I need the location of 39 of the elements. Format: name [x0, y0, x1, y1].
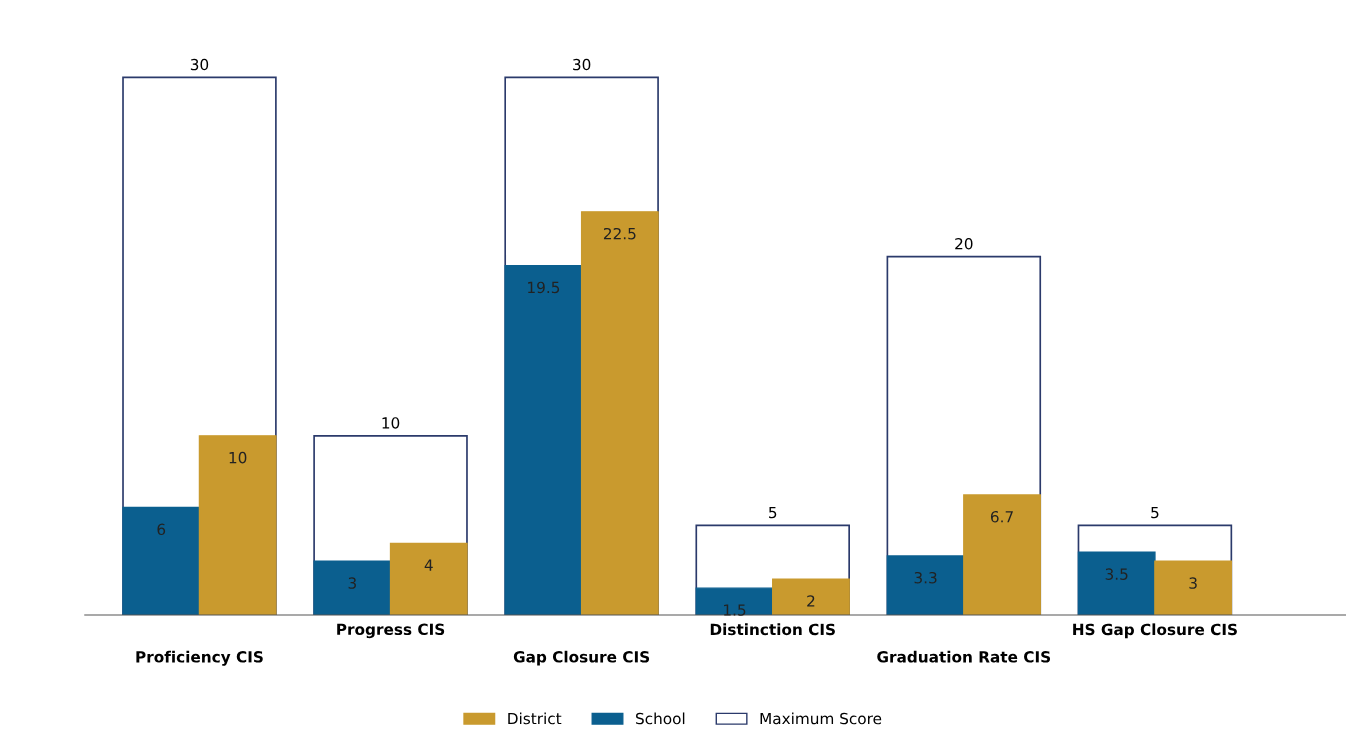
- data-label: 19.5: [528, 281, 560, 294]
- data-label: 3: [348, 577, 356, 589]
- data-label: 10: [229, 451, 247, 464]
- bar: [198, 435, 277, 616]
- x-tick-label: Gap Closure CIS: [513, 650, 650, 666]
- x-tick-label: Distinction CIS: [710, 623, 835, 636]
- data-label: 4: [424, 559, 433, 571]
- data-label: 20: [955, 237, 973, 250]
- data-label: 10: [382, 417, 400, 429]
- bar: [886, 555, 965, 616]
- data-label: 22.5: [603, 227, 636, 240]
- bar: [772, 578, 850, 616]
- bar: [695, 587, 774, 616]
- data-label: 6.7: [990, 511, 1013, 523]
- bar: [1077, 551, 1156, 616]
- bar: [1154, 560, 1233, 616]
- data-label: 5: [1151, 506, 1159, 519]
- bar: [389, 542, 468, 616]
- legend-label: Maximum Score: [760, 712, 882, 725]
- data-label: 2: [807, 595, 815, 607]
- data-label: 1.5: [724, 604, 746, 616]
- data-label: 30: [190, 58, 209, 71]
- data-label: 3.3: [914, 571, 937, 584]
- bar: [122, 506, 201, 616]
- data-label: 5: [769, 506, 777, 519]
- bar: [963, 494, 1041, 616]
- x-tick-label: HS Gap Closure CIS: [1073, 623, 1237, 639]
- data-label: 6: [157, 523, 166, 536]
- x-tick-label: Progress CIS: [337, 623, 445, 639]
- bar: [504, 264, 583, 616]
- legend-label: School: [636, 712, 685, 725]
- x-tick-label: Proficiency CIS: [136, 650, 263, 666]
- data-label: 3: [1189, 577, 1197, 589]
- bar: [313, 560, 392, 616]
- data-label: 3.5: [1105, 568, 1128, 580]
- legend-label: District: [508, 712, 562, 725]
- data-label: 30: [573, 58, 591, 71]
- bar: [580, 211, 659, 616]
- x-tick-label: Graduation Rate CIS: [877, 650, 1051, 663]
